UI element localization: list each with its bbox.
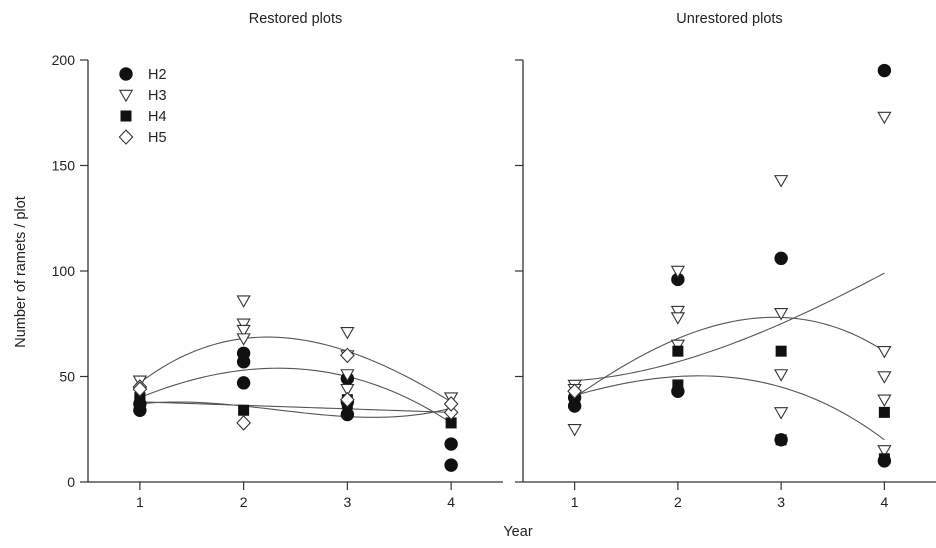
fit-curve <box>574 316 885 399</box>
point-h3 <box>340 369 355 382</box>
point-h3 <box>670 339 686 353</box>
point-h5 <box>132 381 148 397</box>
point-h4 <box>672 345 684 357</box>
point-h4 <box>672 379 684 391</box>
point-h3 <box>236 318 251 332</box>
fit-curve <box>574 272 885 382</box>
y-tick-label: 50 <box>59 369 75 385</box>
x-tick-label: 3 <box>777 494 785 510</box>
point-h5 <box>443 396 459 412</box>
point-h2 <box>444 458 458 472</box>
legend-marker-h2 <box>119 67 133 81</box>
fit-curve <box>574 375 885 441</box>
legend-label-h5: H5 <box>148 130 167 146</box>
point-h3 <box>670 305 686 319</box>
point-h2 <box>236 346 251 360</box>
point-h3 <box>773 369 789 382</box>
chart-title: Restored plots <box>249 11 343 27</box>
point-h5 <box>236 415 251 431</box>
legend-label-h4: H4 <box>148 109 167 125</box>
point-h3 <box>236 295 251 308</box>
point-h3 <box>877 371 892 384</box>
panel-unrestored-plots: Unrestored plots 1 2 3 4 <box>515 11 936 510</box>
point-h5 <box>340 347 355 364</box>
legend-marker-h5 <box>118 129 134 145</box>
point-h4 <box>445 417 457 429</box>
point-h4 <box>775 345 787 357</box>
point-h3 <box>877 394 892 408</box>
point-h3 <box>340 383 355 397</box>
x-tick-label: 2 <box>674 494 682 510</box>
point-h3 <box>773 175 789 188</box>
point-h3 <box>567 424 582 437</box>
point-h3 <box>236 333 251 346</box>
y-tick-label: 150 <box>52 158 76 174</box>
point-h3 <box>773 407 789 420</box>
point-h4 <box>878 406 890 418</box>
point-h3 <box>877 345 892 359</box>
x-tick-label: 3 <box>343 494 351 510</box>
y-tick-label: 200 <box>52 52 76 68</box>
chart-title: Unrestored plots <box>676 11 782 27</box>
point-h3 <box>670 265 686 279</box>
point-h3 <box>877 111 892 125</box>
y-tick-label: 0 <box>67 474 75 490</box>
fit-curve <box>139 367 452 424</box>
point-h2 <box>774 251 788 266</box>
point-h3 <box>773 307 789 321</box>
point-h4 <box>775 434 787 446</box>
point-h4 <box>569 396 581 408</box>
point-h3 <box>877 445 892 458</box>
fit-curve <box>139 336 452 403</box>
legend-label-h3: H3 <box>148 88 167 104</box>
point-h3 <box>236 324 251 338</box>
point-h5 <box>340 391 355 408</box>
y-tick-label: 100 <box>52 263 76 279</box>
x-tick-label: 1 <box>571 494 579 510</box>
point-h2 <box>340 407 355 422</box>
legend-marker-h4 <box>120 110 132 122</box>
x-tick-label: 4 <box>447 494 455 510</box>
x-tick-label: 4 <box>880 494 888 510</box>
point-h4 <box>878 453 890 465</box>
panel-restored-plots: Restored plots 0 50 100 150 200 1 2 3 4 H2 H3 H4 H5 <box>52 11 503 510</box>
point-h5 <box>443 404 459 421</box>
point-h3 <box>340 326 355 340</box>
point-h3 <box>670 312 686 325</box>
x-tick-label: 1 <box>136 494 144 510</box>
point-h2 <box>877 63 892 78</box>
legend-marker-h3 <box>118 89 134 103</box>
legend-label-h2: H2 <box>148 67 167 83</box>
y-axis-label: Number of ramets / plot <box>13 196 29 348</box>
point-h4 <box>238 404 250 416</box>
point-h2 <box>236 376 251 390</box>
fit-curve <box>139 401 452 413</box>
x-tick-label: 2 <box>240 494 248 510</box>
x-axis-label: Year <box>503 524 532 540</box>
point-h4 <box>134 396 146 408</box>
point-h5 <box>567 383 582 400</box>
point-h2 <box>444 437 458 451</box>
fit-curve <box>139 401 452 418</box>
